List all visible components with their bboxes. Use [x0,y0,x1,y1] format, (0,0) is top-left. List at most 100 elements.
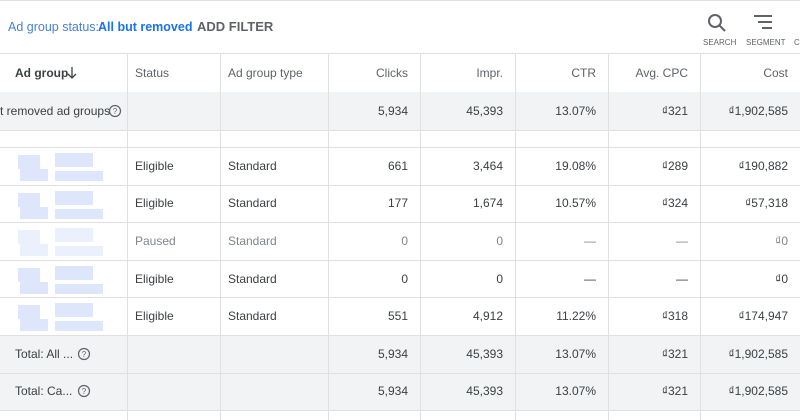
blurred-name [55,303,93,318]
help-icon[interactable]: ? [77,384,91,398]
blurred-name [55,265,93,280]
blurred-name [20,319,48,332]
segment-label[interactable]: SEGMENT [746,38,786,47]
divider [0,222,800,223]
cell: ₫318 [661,309,688,324]
blurred-name [20,281,48,294]
cell: 0 [496,271,503,286]
cell: — [676,271,688,286]
filter-value[interactable]: All but removed [98,20,193,34]
cell: 0 [401,271,408,286]
cell: Eligible [135,271,174,286]
tool-label[interactable]: C [794,38,800,47]
cell: ₫0 [775,234,788,248]
totals-cell: ₫321 [661,384,688,399]
blurred-name [55,228,93,243]
blurred-name [18,267,40,282]
blurred-name [55,208,103,219]
blurred-name [18,155,40,169]
svg-text:?: ? [113,107,118,116]
column-divider [608,53,609,420]
svg-text:?: ? [82,387,87,396]
blurred-name [55,246,103,257]
search-icon[interactable] [706,12,728,34]
summary-band [0,92,800,130]
summary-cell: 45,393 [466,104,503,118]
totals-label: Total: Ca... [15,384,73,399]
cell: Standard [228,271,277,286]
cell: Standard [228,158,277,173]
divider [0,185,800,186]
help-icon[interactable]: ? [77,347,91,361]
column-divider [420,53,421,420]
filter-label[interactable]: Ad group status: [8,20,100,34]
blurred-name [20,169,48,181]
cell: 661 [387,158,408,173]
svg-text:?: ? [82,350,87,359]
cell: ₫190,882 [738,158,788,173]
totals-cell: ₫321 [661,346,688,361]
blurred-name [55,283,103,294]
totals-band [0,374,800,411]
add-filter[interactable]: ADD FILTER [197,19,274,34]
sort-arrow[interactable] [66,66,78,80]
cell: Standard [228,196,277,211]
cell: 3,464 [472,158,503,173]
cell: ₫174,947 [738,309,788,324]
cell: Standard [228,309,277,324]
cell: 10.57% [555,196,596,211]
cell: 19.08% [555,158,596,173]
top-border [0,0,800,1]
totals-cell: 5,934 [377,346,408,361]
cell: Eligible [135,158,174,173]
summary-cell: 13.07% [555,104,596,118]
segment-icon[interactable] [752,13,774,33]
divider [0,53,800,54]
cell: 551 [387,309,408,324]
cell: — [584,234,596,248]
cell: ₫57,318 [745,196,788,211]
divider [0,260,800,261]
blurred-name [20,206,48,219]
column-header: Clicks [376,65,408,80]
summary-cell: ₫1,902,585 [728,104,788,118]
cell: ₫324 [661,196,688,211]
cell: Eligible [135,196,174,211]
totals-band [0,336,800,373]
column-divider [700,53,701,420]
cell: Eligible [135,309,174,324]
divider [0,335,800,336]
column-header: CTR [571,65,596,80]
blurred-name [55,321,103,332]
column-divider [127,53,128,420]
totals-cell: 45,393 [466,346,503,361]
divider [0,297,800,298]
totals-cell: 13.07% [555,384,596,399]
totals-label: Total: All ... [15,346,74,361]
cell: ₫289 [661,158,688,173]
cell: ₫0 [775,271,788,286]
column-header: Impr. [476,65,503,80]
divider [0,410,800,411]
cell: — [676,234,688,248]
search-label[interactable]: SEARCH [703,38,737,47]
cell: 4,912 [472,309,503,324]
cell: 0 [496,234,503,248]
blurred-name [55,171,103,181]
cell: Paused [135,234,176,248]
column-divider [328,53,329,420]
cell: Standard [228,234,277,248]
totals-cell: ₫1,902,585 [728,346,788,361]
cell: 0 [401,234,408,248]
cell: 177 [387,196,408,211]
totals-cell: 5,934 [377,384,408,399]
column-header: Status [135,65,170,80]
summary-cell: ₫321 [661,104,688,118]
blurred-name [18,305,40,320]
blurred-name [20,244,48,257]
column-header: Ad group type [228,65,303,80]
help-icon[interactable]: ? [108,104,122,118]
summary-label: t removed ad groups [0,104,111,118]
totals-cell: 13.07% [555,346,596,361]
